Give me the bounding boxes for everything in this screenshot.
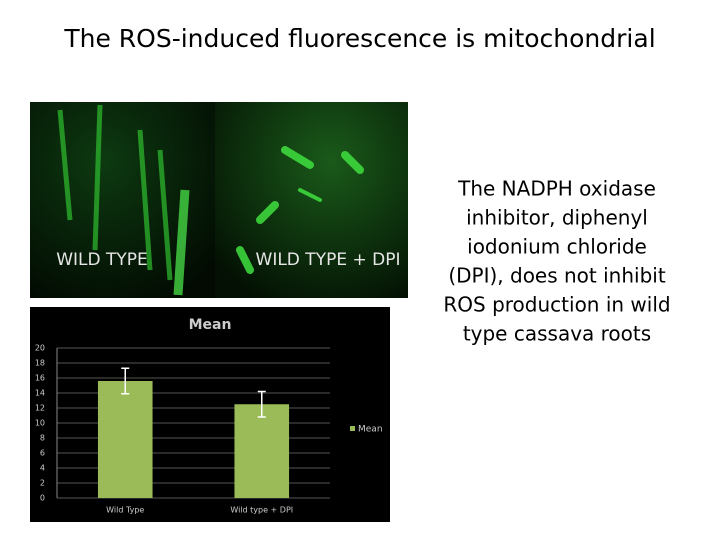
y-tick-label: 8: [40, 434, 45, 443]
caption-line: type cassava roots: [463, 322, 651, 346]
caption-line: (DPI), does not inhibit: [448, 264, 666, 288]
micrograph: WILD TYPE + DPI: [215, 102, 408, 298]
y-tick-label: 2: [40, 479, 45, 488]
micrograph: WILD TYPE: [30, 102, 215, 298]
y-tick-label: 10: [35, 419, 45, 428]
chart-background: [30, 307, 390, 522]
image-label: WILD TYPE: [56, 250, 148, 270]
y-tick-label: 16: [35, 374, 45, 383]
chart: 0 2 4 6 8 10 12 14 16 18 20 Wild Type Wild type + DP…: [35, 344, 383, 515]
legend-label: Mean: [358, 425, 383, 435]
x-tick-label: Wild Type: [106, 506, 144, 515]
y-tick-label: 4: [40, 464, 45, 473]
y-tick-label: 0: [40, 494, 45, 503]
y-tick-label: 14: [35, 389, 45, 398]
legend-swatch: [350, 426, 355, 431]
error-bar: [257, 390, 266, 418]
x-tick-label: Wild type + DPI: [230, 506, 293, 515]
error-bar: [121, 367, 130, 395]
chart-title: Mean: [189, 317, 232, 333]
caption: The NADPH oxidase inhibitor, diphenyl iodo…: [443, 177, 670, 346]
y-tick-label: 6: [40, 449, 45, 458]
y-tick-label: 12: [35, 404, 45, 413]
y-tick-label: 20: [35, 344, 45, 353]
caption-line: The NADPH oxidase: [457, 177, 656, 201]
caption-line: inhibitor, diphenyl: [466, 206, 648, 230]
y-tick-label: 18: [35, 359, 45, 368]
slide-title: The ROS-induced fluorescence is mitochon…: [63, 24, 655, 53]
caption-line: ROS production in wild: [443, 293, 670, 317]
bar: [97, 381, 153, 498]
image-label: WILD TYPE + DPI: [256, 250, 401, 270]
caption-line: iodonium chloride: [467, 235, 647, 259]
bar: [234, 404, 290, 498]
